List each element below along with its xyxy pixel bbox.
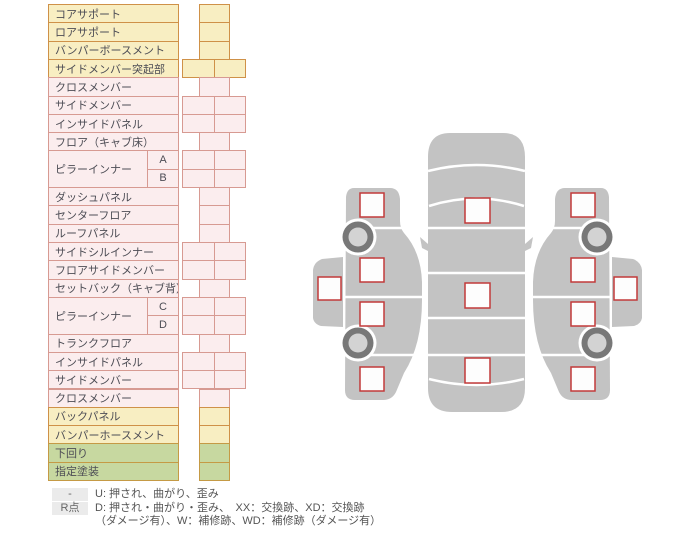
part-row-label: 指定塗装 xyxy=(48,461,179,482)
part-row-label: ダッシュパネル xyxy=(48,187,179,207)
damage-cell[interactable] xyxy=(214,315,246,335)
part-row-label: ピラーインナー xyxy=(48,150,148,189)
damage-cell[interactable] xyxy=(199,77,230,97)
vehicle-damage-diagram xyxy=(311,133,644,412)
part-row-label: サイドメンバー xyxy=(48,95,179,115)
damage-cell[interactable] xyxy=(214,260,246,280)
damage-cell[interactable] xyxy=(214,168,246,189)
part-row-label: ルーフパネル xyxy=(48,223,179,244)
damage-cell[interactable] xyxy=(199,22,230,42)
part-sub-label: A xyxy=(147,150,179,170)
damage-cell[interactable] xyxy=(214,150,246,170)
marker-right-4[interactable] xyxy=(570,366,596,392)
legend-marker-dash: - xyxy=(52,488,88,501)
damage-cell[interactable] xyxy=(182,95,215,115)
damage-cell[interactable] xyxy=(214,242,246,262)
legend: - U: 押され、曲がり、歪み R点 D: 押され・曲がり・歪み、 XX：交換跡… xyxy=(52,488,381,529)
damage-cell[interactable] xyxy=(199,40,230,60)
marker-right-2[interactable] xyxy=(570,257,596,283)
part-sub-label: B xyxy=(147,168,179,189)
damage-cell[interactable] xyxy=(199,278,230,298)
damage-cell[interactable] xyxy=(214,351,246,372)
damage-cell[interactable] xyxy=(199,187,230,207)
part-row-label: サイドメンバー突起部 xyxy=(48,58,179,79)
damage-cell[interactable] xyxy=(182,351,215,372)
part-sub-label: D xyxy=(147,315,179,335)
marker-left-4[interactable] xyxy=(359,366,385,392)
damage-cell[interactable] xyxy=(199,223,230,244)
marker-top-center[interactable] xyxy=(464,282,491,309)
damage-cell[interactable] xyxy=(199,132,230,152)
part-row-label: セットバック（キャブ背） xyxy=(48,278,179,298)
part-row-label: ロアサポート xyxy=(48,22,179,42)
damage-cell[interactable] xyxy=(182,260,215,280)
damage-cell[interactable] xyxy=(199,406,230,427)
marker-left-3[interactable] xyxy=(359,301,385,327)
damage-cell[interactable] xyxy=(199,388,230,408)
damage-cell[interactable] xyxy=(199,425,230,445)
marker-top-front[interactable] xyxy=(464,197,491,224)
part-row-label: フロアサイドメンバー xyxy=(48,260,179,280)
damage-cell[interactable] xyxy=(214,95,246,115)
marker-left-outer[interactable] xyxy=(317,276,342,301)
part-row-label: フロア（キャブ床） xyxy=(48,132,179,152)
damage-cell[interactable] xyxy=(182,58,215,79)
marker-left-1[interactable] xyxy=(359,192,385,218)
damage-cell[interactable] xyxy=(182,150,215,170)
part-row-label: トランクフロア xyxy=(48,333,179,353)
legend-marker-rpoint: R点 xyxy=(52,502,88,515)
damage-cell[interactable] xyxy=(199,461,230,482)
part-row-label: サイドシルインナー xyxy=(48,242,179,262)
damage-cell[interactable] xyxy=(199,443,230,463)
damage-cell[interactable] xyxy=(214,296,246,317)
damage-cell[interactable] xyxy=(199,333,230,353)
left-mirror-icon xyxy=(420,237,428,251)
part-row-label: バンパーホースメント xyxy=(48,425,179,445)
top-view xyxy=(420,133,533,412)
damage-cell[interactable] xyxy=(182,296,215,317)
damage-cell[interactable] xyxy=(182,113,215,134)
legend-text-u: U: 押され、曲がり、歪み xyxy=(95,488,219,500)
damage-cell[interactable] xyxy=(182,168,215,189)
damage-cell[interactable] xyxy=(199,4,230,24)
part-row-label: バンパーボースメント xyxy=(48,40,179,60)
damage-cell[interactable] xyxy=(182,315,215,335)
damage-cell[interactable] xyxy=(182,242,215,262)
part-row-label: コアサポート xyxy=(48,4,179,24)
part-row-label: クロスメンバー xyxy=(48,77,179,97)
part-row-label: インサイドパネル xyxy=(48,113,179,134)
part-row-label: クロスメンバー xyxy=(48,388,179,408)
marker-right-1[interactable] xyxy=(570,192,596,218)
part-row-label: インサイドパネル xyxy=(48,351,179,372)
damage-cell[interactable] xyxy=(199,205,230,225)
marker-right-3[interactable] xyxy=(570,301,596,327)
legend-row-rpoint: R点 D: 押され・曲がり・歪み、 XX：交換跡、XD：交換跡 （ダメージ有）、W… xyxy=(52,502,381,528)
damage-cell[interactable] xyxy=(214,113,246,134)
marker-left-2[interactable] xyxy=(359,257,385,283)
part-row-label: 下回り xyxy=(48,443,179,463)
part-sub-label: C xyxy=(147,296,179,317)
legend-text-rpoint: D: 押され・曲がり・歪み、 XX：交換跡、XD：交換跡 （ダメージ有）、W：補修… xyxy=(95,502,382,527)
legend-row-u: - U: 押され、曲がり、歪み xyxy=(52,488,381,501)
damage-cell[interactable] xyxy=(182,370,215,390)
damage-cell[interactable] xyxy=(214,58,246,79)
damage-cell[interactable] xyxy=(214,370,246,390)
part-row-label: ピラーインナー xyxy=(48,296,148,335)
part-row-label: バックパネル xyxy=(48,406,179,427)
right-mirror-icon xyxy=(525,237,533,251)
part-row-label: サイドメンバー xyxy=(48,370,179,390)
marker-top-rear[interactable] xyxy=(464,357,491,384)
part-row-label: センターフロア xyxy=(48,205,179,225)
marker-right-outer[interactable] xyxy=(613,276,638,301)
